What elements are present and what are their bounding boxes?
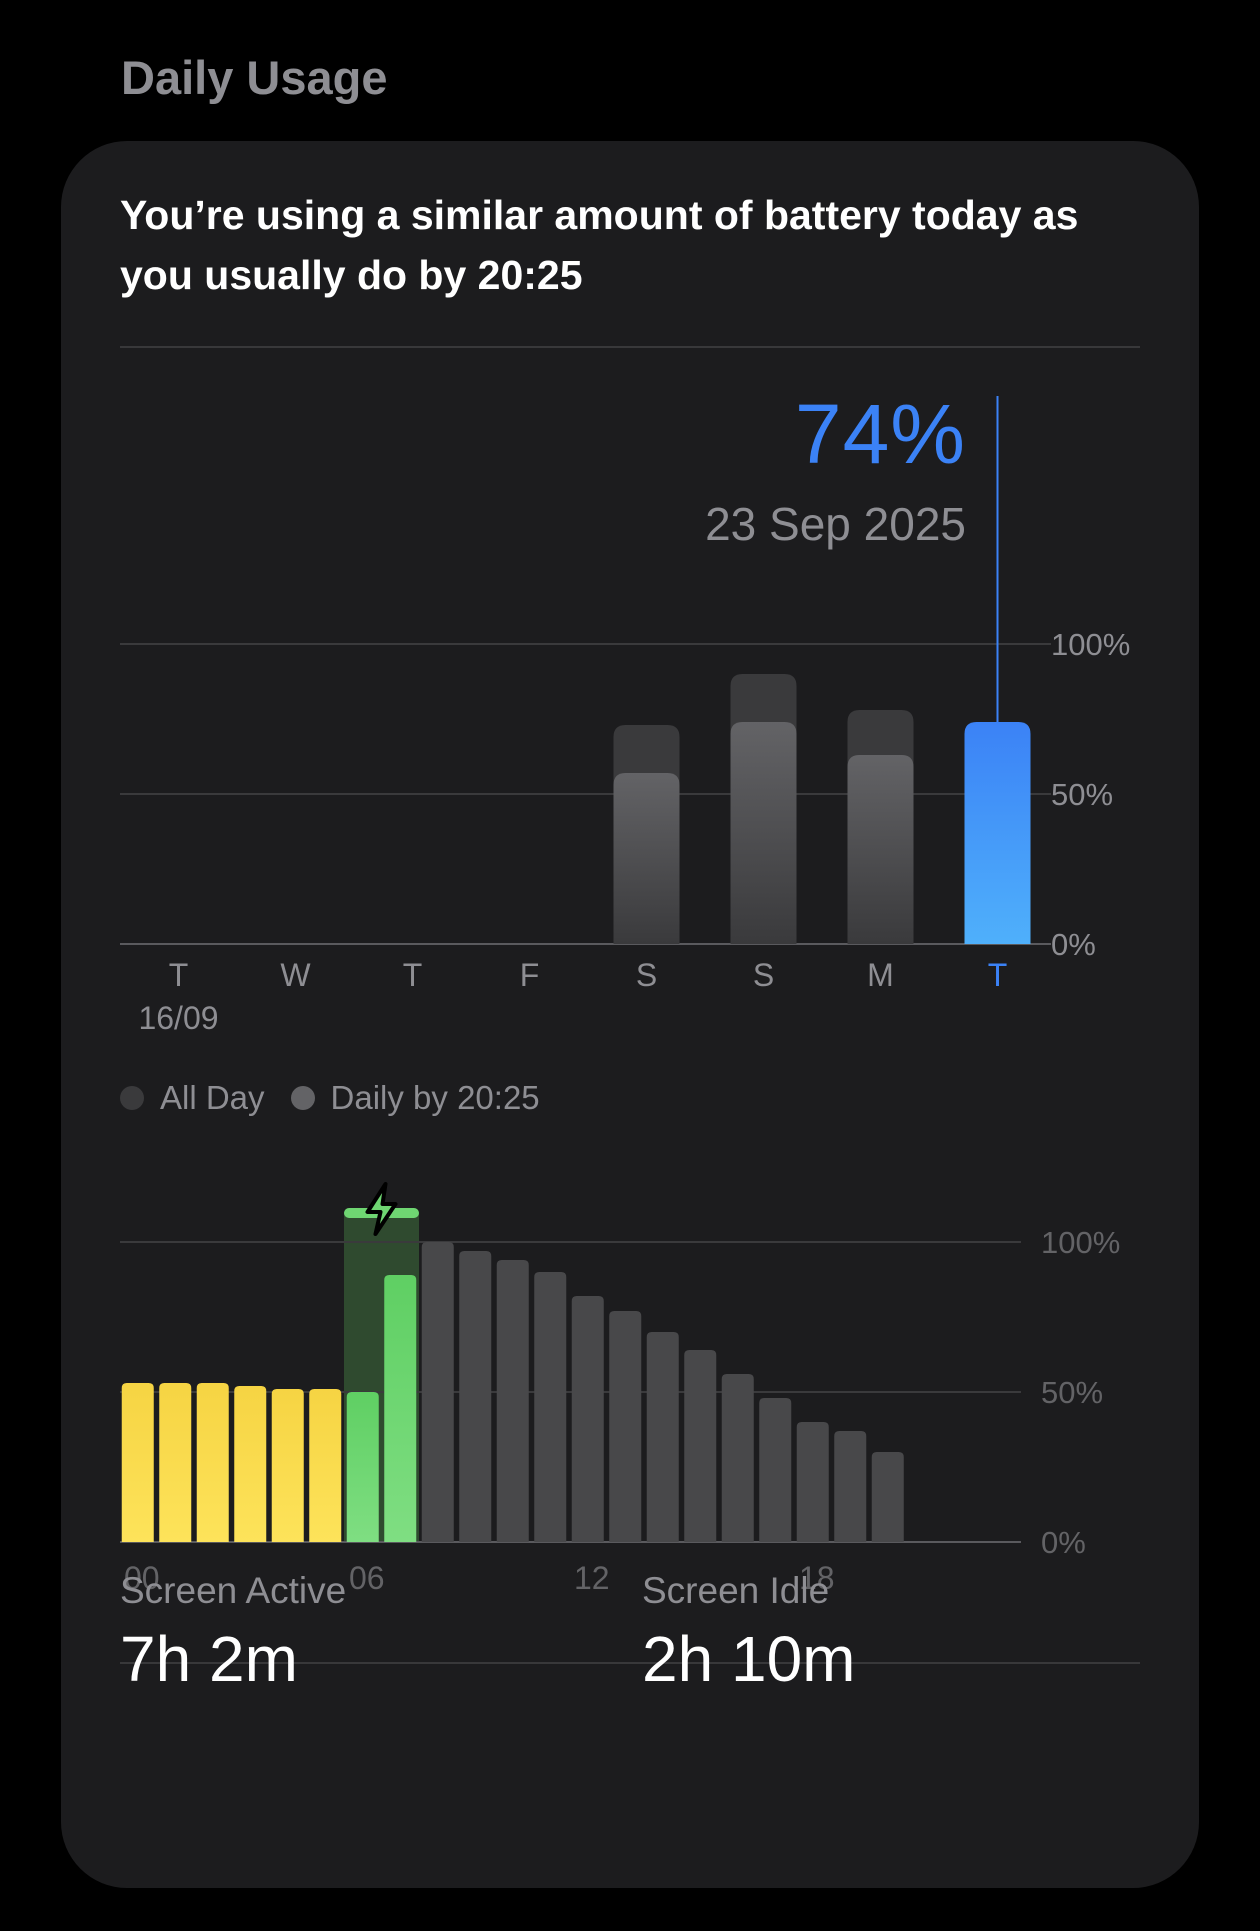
screen-idle-value: 2h 10m xyxy=(642,1623,856,1695)
headline-divider xyxy=(120,346,1140,348)
section-title: Daily Usage xyxy=(121,51,388,104)
weekly-y-tick-label: 50% xyxy=(1051,777,1113,812)
weekly-y-tick-label: 100% xyxy=(1051,627,1130,662)
weekly-x-tick-label: T xyxy=(403,957,423,993)
legend-dot-all-day xyxy=(120,1086,144,1110)
weekly-bar-daily xyxy=(847,755,914,944)
selected-day-value: 74% xyxy=(794,387,966,481)
weekly-x-tick-label: S xyxy=(753,957,774,993)
screen-active-value: 7h 2m xyxy=(120,1623,298,1695)
stats-divider xyxy=(120,1662,1140,1664)
weekly-x-tick-label: S xyxy=(636,957,657,993)
screen-idle-label: Screen Idle xyxy=(642,1570,830,1611)
legend-item-daily: Daily by 20:25 xyxy=(290,1079,540,1117)
weekly-bar-daily xyxy=(730,722,797,944)
weekly-bar-selected xyxy=(964,722,1031,944)
screen-active-label: Screen Active xyxy=(120,1570,347,1611)
legend-dot-daily xyxy=(290,1086,315,1110)
screen-idle-stat: Screen Idle 2h 10m xyxy=(642,1570,855,1696)
weekly-usage-chart[interactable]: 100% 50% 0% T 16/09 W T F S S M T xyxy=(61,141,1199,1888)
weekly-x-tick-label: F xyxy=(520,957,540,993)
selected-day-date: 23 Sep 2025 xyxy=(705,498,966,550)
weekly-y-tick-label: 0% xyxy=(1051,927,1096,962)
weekly-x-tick-label: W xyxy=(280,957,311,993)
legend-item-all-day: All Day xyxy=(120,1079,265,1117)
weekly-x-tick-label: M xyxy=(867,957,894,993)
usage-headline: You’re using a similar amount of battery… xyxy=(120,192,1079,298)
legend-label-daily: Daily by 20:25 xyxy=(330,1079,540,1116)
weekly-bar-daily xyxy=(613,773,680,944)
weekly-x-tick-label: T xyxy=(169,957,189,993)
chart-legend: All Day Daily by 20:25 xyxy=(120,1079,566,1117)
weekly-x-tick-label: T xyxy=(988,957,1008,993)
daily-usage-card: You’re using a similar amount of battery… xyxy=(61,141,1199,1888)
screen-active-stat: Screen Active 7h 2m xyxy=(120,1570,346,1696)
legend-label-all-day: All Day xyxy=(160,1079,265,1116)
weekly-x-sublabel: 16/09 xyxy=(138,1000,218,1036)
